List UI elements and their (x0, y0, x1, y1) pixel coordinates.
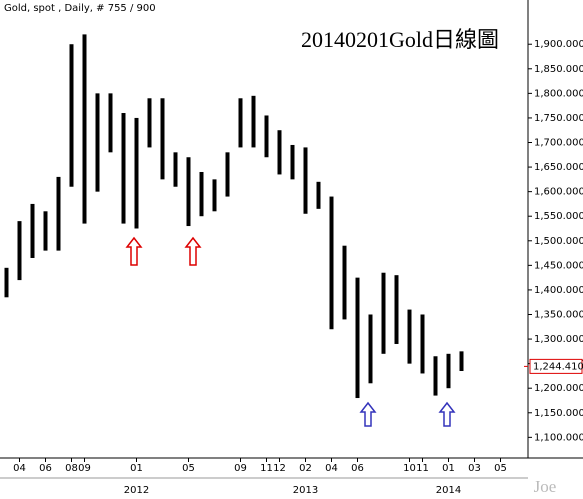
y-tick-label: 1,850.000 (534, 64, 583, 75)
year-label: 2013 (293, 485, 318, 496)
y-tick-label: 1,650.000 (534, 162, 583, 173)
price-range-bar (225, 152, 230, 197)
y-tick-label: 1,400.000 (534, 285, 583, 296)
price-range-bar (394, 275, 399, 344)
red-arrow (184, 236, 202, 266)
price-range-bar (199, 171, 204, 217)
price-range-bar (30, 203, 35, 258)
price-range-bar (381, 272, 386, 354)
price-range-bar (95, 93, 100, 192)
last-price-label: 1,244.410 (533, 361, 583, 372)
x-tick-label: 01 (442, 463, 455, 474)
red-arrow (125, 236, 143, 266)
year-label: 2014 (436, 485, 461, 496)
price-range-bar (329, 196, 334, 330)
price-range-bar (17, 221, 22, 281)
arrows (125, 236, 456, 427)
price-range-bar (342, 245, 347, 320)
price-range-bar (446, 353, 451, 389)
price-range-bar (69, 44, 74, 187)
x-tick-label: 04 (325, 463, 338, 474)
price-range-bar (277, 130, 282, 175)
price-range-bar (407, 309, 412, 364)
price-range-bar (43, 211, 48, 251)
y-tick-label: 1,750.000 (534, 113, 583, 124)
y-tick-label: 1,600.000 (534, 187, 583, 198)
y-tick-label: 1,450.000 (534, 260, 583, 271)
price-range-bar (173, 152, 178, 187)
y-tick-label: 1,350.000 (534, 309, 583, 320)
price-range-bar (433, 356, 438, 396)
price-range-bar (290, 144, 295, 180)
price-range-bar (121, 113, 126, 224)
y-tick-label: 1,150.000 (534, 408, 583, 419)
x-tick-label: 09 (234, 463, 247, 474)
price-range-bar (147, 98, 152, 148)
blue-arrow (438, 401, 456, 427)
y-tick-label: 1,500.000 (534, 236, 583, 247)
blue-arrow (359, 401, 377, 427)
x-tick-label: 10 (403, 463, 416, 474)
price-range-bar (355, 277, 360, 399)
x-tick-label: 11 (260, 463, 273, 474)
chart-title: 20140201Gold日線圖 (301, 27, 499, 52)
price-range-bar (368, 314, 373, 384)
last-price-box (529, 358, 583, 374)
y-tick-label: 1,550.000 (534, 211, 583, 222)
price-range-bar (238, 98, 243, 148)
x-tick-label: 06 (39, 463, 52, 474)
x-tick-label: 11 (416, 463, 429, 474)
price-range-bar (82, 34, 87, 224)
price-range-bar (4, 267, 9, 298)
x-tick-label: 05 (182, 463, 195, 474)
year-label: 2012 (124, 485, 149, 496)
price-range-bar (160, 98, 165, 180)
y-tick-label: 1,200.000 (534, 383, 583, 394)
x-tick-label: 09 (78, 463, 91, 474)
x-tick-label: 03 (468, 463, 481, 474)
y-tick-label: 1,100.000 (534, 432, 583, 443)
price-range-bar (56, 176, 61, 251)
y-tick-label: 1,300.000 (534, 334, 583, 345)
x-tick-label: 12 (273, 463, 286, 474)
x-tick-label: 05 (494, 463, 507, 474)
x-tick-label: 04 (13, 463, 26, 474)
price-range-bar (459, 351, 464, 372)
price-range-bar (134, 117, 139, 229)
x-tick-label: 06 (351, 463, 364, 474)
price-range-bar (420, 314, 425, 374)
x-tick-label: 01 (130, 463, 143, 474)
y-tick-label: 1,700.000 (534, 138, 583, 149)
y-tick-label: 1,900.000 (534, 39, 583, 50)
price-range-bar (108, 93, 113, 153)
price-range-bar (316, 181, 321, 209)
chart-header: Gold, spot , Daily, # 755 / 900 (4, 3, 156, 14)
x-tick-label: 08 (65, 463, 78, 474)
price-range-bar (303, 147, 308, 214)
price-range-bar (264, 115, 269, 158)
y-tick-label: 1,800.000 (534, 88, 583, 99)
price-range-bar (251, 95, 256, 148)
price-range-bar (186, 157, 191, 227)
x-tick-label: 02 (299, 463, 312, 474)
price-range-bar (212, 179, 217, 212)
watermark: Joe (534, 477, 557, 496)
